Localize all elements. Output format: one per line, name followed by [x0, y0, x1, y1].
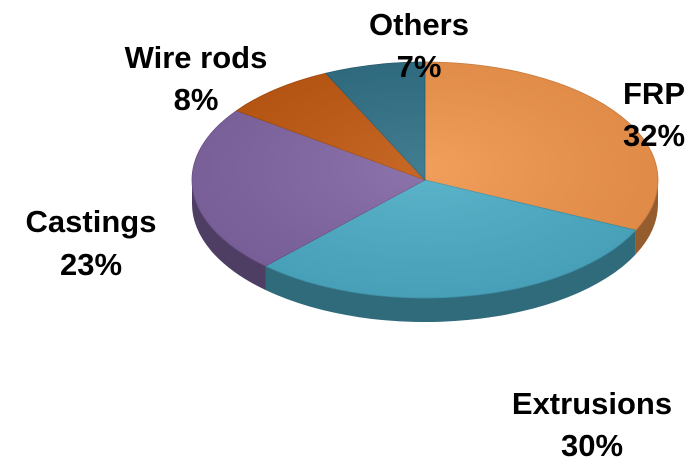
slice-label-frp: FRP [623, 76, 685, 111]
slice-value-wire-rods: 8% [174, 82, 219, 117]
slice-label-extrusions: Extrusions [512, 386, 672, 421]
slice-label-castings: Castings [26, 204, 157, 239]
pie-sheen [192, 62, 658, 298]
slice-value-frp: 32% [623, 118, 685, 153]
slice-label-wire-rods: Wire rods [125, 40, 268, 75]
slice-value-castings: 23% [60, 247, 122, 282]
slice-value-extrusions: 30% [561, 428, 623, 463]
slice-wall-frp [635, 180, 658, 255]
slice-wall-castings [192, 180, 266, 291]
slice-wall-extrusions [265, 230, 636, 322]
pie-labels: FRP 32% Extrusions 30% Castings 23% Wire… [26, 7, 685, 463]
pie-depth-walls [192, 180, 658, 322]
slice-value-others: 7% [397, 49, 442, 84]
slice-label-others: Others [369, 7, 469, 42]
pie-slices [191, 61, 659, 299]
